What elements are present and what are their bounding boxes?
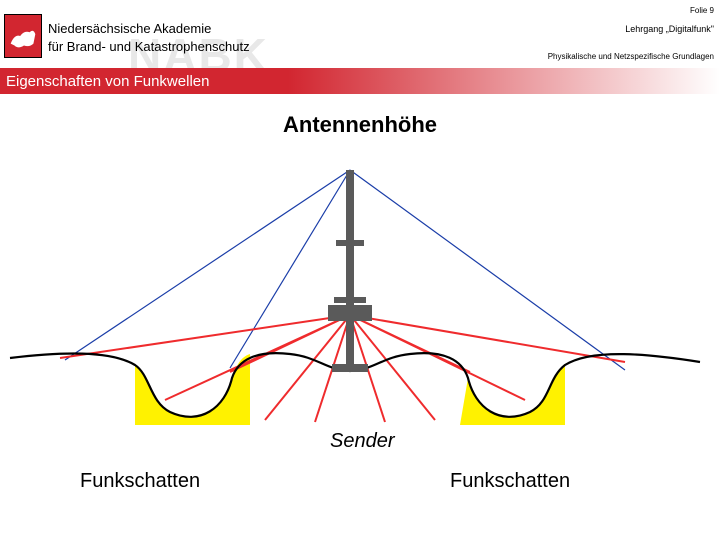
label-sender: Sender bbox=[330, 430, 395, 453]
label-funkschatten-left: Funkschatten bbox=[80, 470, 200, 493]
section-title-bar: Eigenschaften von Funkwellen bbox=[0, 68, 720, 94]
course-subtitle: Physikalische und Netzspezifische Grundl… bbox=[548, 52, 714, 61]
logo-crest bbox=[4, 14, 42, 58]
label-funkschatten-right: Funkschatten bbox=[450, 470, 570, 493]
org-line-1: Niedersächsische Akademie bbox=[48, 20, 250, 38]
organization-name: Niedersächsische Akademie für Brand- und… bbox=[48, 20, 250, 55]
slide-header: NABK Niedersächsische Akademie für Brand… bbox=[0, 0, 720, 68]
main-title: Antennenhöhe bbox=[0, 112, 720, 138]
antenna-diagram bbox=[0, 140, 720, 430]
section-title: Eigenschaften von Funkwellen bbox=[6, 73, 209, 90]
slide-number: Folie 9 bbox=[690, 6, 714, 15]
course-name: Lehrgang „Digitalfunk" bbox=[625, 24, 714, 34]
org-line-2: für Brand- und Katastrophenschutz bbox=[48, 38, 250, 56]
